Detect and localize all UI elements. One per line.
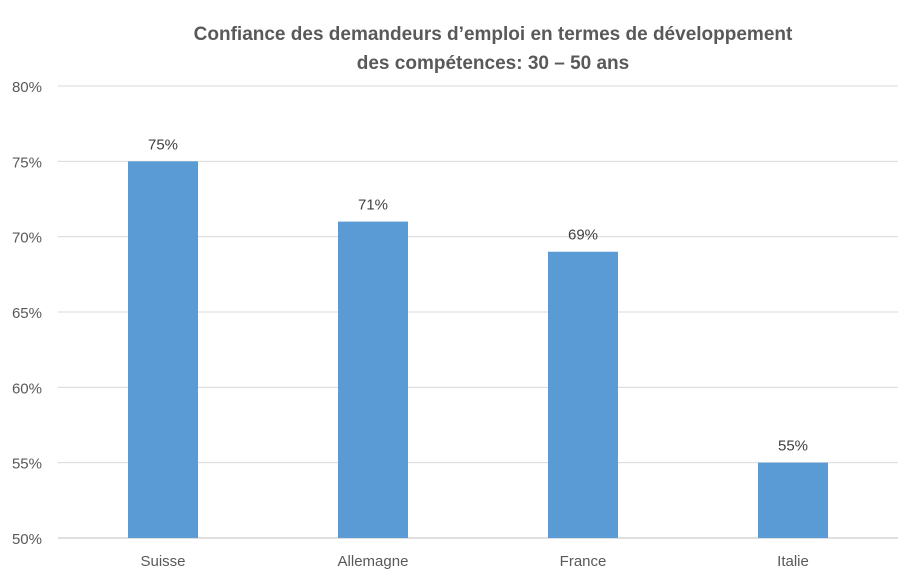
- x-tick-label: Allemagne: [338, 553, 409, 570]
- chart-title-line-2: des compétences: 30 – 50 ans: [356, 53, 630, 74]
- bar: [128, 161, 198, 539]
- bar: [548, 251, 618, 538]
- x-tick-label: Suisse: [140, 553, 185, 570]
- y-tick-label: 65%: [12, 305, 42, 322]
- bar: [758, 462, 828, 538]
- x-tick-label: Italie: [777, 553, 809, 570]
- y-tick-label: 55%: [12, 456, 42, 473]
- x-tick-label: France: [560, 553, 607, 570]
- chart-title: Confiance des demandeurs d’emploi en ter…: [0, 20, 899, 78]
- y-tick-label: 50%: [12, 531, 42, 548]
- y-tick-label: 70%: [12, 230, 42, 247]
- y-tick-label: 80%: [12, 79, 42, 96]
- y-tick-label: 75%: [12, 154, 42, 171]
- data-label: 69%: [568, 227, 598, 244]
- chart-title-line-1: Confiance des demandeurs d’emploi en ter…: [193, 24, 793, 45]
- bar: [338, 221, 408, 538]
- data-label: 71%: [358, 197, 388, 214]
- data-label: 55%: [778, 438, 808, 455]
- y-tick-label: 60%: [12, 380, 42, 397]
- data-label: 75%: [148, 136, 178, 153]
